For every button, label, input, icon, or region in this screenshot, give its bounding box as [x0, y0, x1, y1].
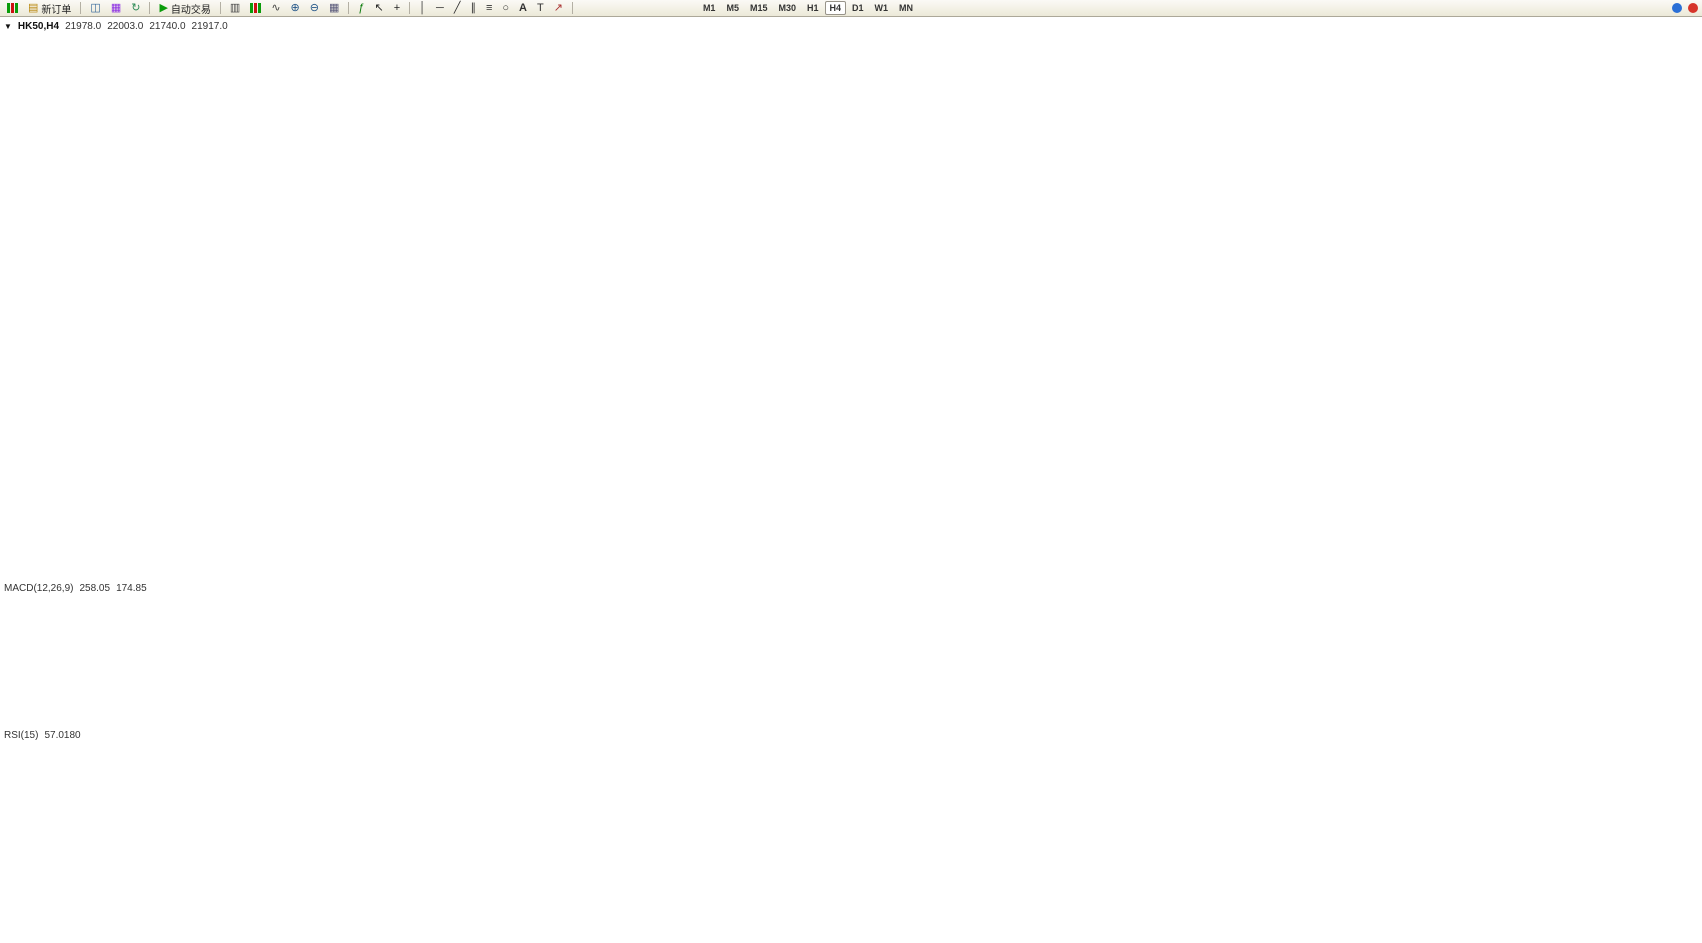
- cursor-icon: ↖: [374, 2, 384, 14]
- macd-panel-title: MACD(12,26,9) 258.05 174.85: [4, 583, 147, 594]
- auto-trading-button[interactable]: ▶ 自动交易: [155, 0, 214, 17]
- bar-chart-icon: ▥: [229, 2, 241, 14]
- toolbar-separator: [571, 2, 573, 14]
- candlestick-chart-icon: [250, 3, 262, 13]
- shapes-button[interactable]: ○: [498, 0, 513, 17]
- toolbar-corner-icons: [1672, 3, 1698, 13]
- candlestick-chart-button[interactable]: [246, 0, 265, 17]
- line-chart-button[interactable]: ∿: [267, 0, 284, 17]
- profiles-button[interactable]: ▦: [107, 0, 125, 17]
- close-value: 21917.0: [191, 21, 228, 32]
- new-order-button[interactable]: ▤ 新订单: [24, 0, 75, 17]
- low-value: 21740.0: [149, 21, 186, 32]
- timeframe-button-h4[interactable]: H4: [824, 1, 847, 15]
- crosshair-button[interactable]: +: [390, 0, 404, 17]
- timeframe-button-m5[interactable]: M5: [726, 3, 739, 13]
- toolbar-separator: [149, 2, 151, 14]
- chart-canvas[interactable]: [0, 16, 1702, 943]
- macd-label: MACD(12,26,9): [4, 583, 74, 594]
- new-chart-icon: [7, 3, 18, 13]
- trendline-icon: ╱: [453, 2, 461, 14]
- timeframe-button-h1[interactable]: H1: [807, 3, 819, 13]
- timeframe-button-m30[interactable]: M30: [778, 3, 796, 13]
- zoom-out-button[interactable]: ⊖: [306, 0, 323, 17]
- high-value: 22003.0: [107, 21, 144, 32]
- rsi-label: RSI(15): [4, 730, 39, 741]
- charts-window-button[interactable]: ◫: [86, 0, 104, 17]
- chart-header: ▼ HK50,H4 21978.0 22003.0 21740.0 21917.…: [4, 21, 228, 32]
- text-button[interactable]: A: [515, 0, 531, 17]
- channel-button[interactable]: ∥: [466, 0, 480, 17]
- line-chart-icon: ∿: [271, 2, 281, 14]
- arrows-button[interactable]: ↗: [550, 0, 567, 17]
- fibonacci-button[interactable]: ≡: [482, 0, 496, 17]
- macd-signal-value: 174.85: [116, 583, 147, 594]
- toolbar-separator: [80, 2, 82, 14]
- indicators-button[interactable]: ƒ: [354, 0, 368, 17]
- vertical-line-icon: │: [419, 2, 427, 14]
- zoom-in-icon: ⊕: [290, 2, 300, 14]
- alert-icon[interactable]: [1688, 3, 1698, 13]
- new-order-icon: ▤: [28, 2, 39, 14]
- channel-icon: ∥: [470, 2, 476, 14]
- timeframe-button-mn[interactable]: MN: [899, 3, 914, 13]
- toolbar-separator: [409, 2, 411, 14]
- text-label-button[interactable]: T: [533, 0, 548, 17]
- vertical-line-button[interactable]: │: [415, 0, 430, 17]
- tile-windows-icon: ▦: [328, 2, 340, 14]
- symbol-period-label: HK50,H4: [17, 21, 60, 32]
- auto-trading-label: 自动交易: [170, 4, 211, 16]
- arrow-icon: ↗: [553, 2, 563, 14]
- toolbar-separator: [348, 2, 350, 14]
- open-value: 21978.0: [65, 21, 102, 32]
- zoom-out-icon: ⊖: [309, 2, 319, 14]
- horizontal-line-icon: ─: [436, 2, 444, 14]
- refresh-icon: ↻: [131, 2, 141, 14]
- rsi-panel-title: RSI(15) 57.0180: [4, 730, 81, 741]
- profiles-icon: ▦: [110, 2, 122, 14]
- zoom-in-button[interactable]: ⊕: [287, 0, 304, 17]
- cursor-button[interactable]: ↖: [371, 0, 388, 17]
- fibonacci-icon: ≡: [485, 2, 493, 14]
- chevron-down-icon: ▼: [4, 22, 12, 31]
- timeframe-button-m15[interactable]: M15: [749, 3, 768, 13]
- text-icon: A: [519, 2, 527, 14]
- timeframe-button-m1[interactable]: M1: [702, 3, 716, 13]
- timeframe-button-d1[interactable]: D1: [852, 3, 864, 13]
- search-icon[interactable]: [1672, 3, 1682, 13]
- trendline-button[interactable]: ╱: [450, 0, 465, 17]
- auto-trading-icon: ▶: [159, 2, 168, 14]
- window-icon: ◫: [90, 2, 101, 14]
- horizontal-line-button[interactable]: ─: [432, 0, 448, 17]
- timeframe-toolbar: M1 M5 M15 M30 H1 H4 D1 W1 MN: [698, 1, 918, 15]
- macd-main-value: 258.05: [79, 583, 111, 594]
- toolbar: ▤ 新订单 ◫ ▦ ↻ ▶ 自动交易 ▥ ∿ ⊕ ⊖ ▦ ƒ ↖ + │ ─ ╱…: [0, 0, 1702, 17]
- crosshair-icon: +: [393, 2, 401, 14]
- rsi-value: 57.0180: [44, 730, 81, 741]
- ellipse-icon: ○: [502, 2, 510, 14]
- indicators-icon: ƒ: [358, 2, 365, 14]
- refresh-button[interactable]: ↻: [127, 0, 144, 17]
- new-order-label: 新订单: [41, 4, 72, 16]
- tile-windows-button[interactable]: ▦: [325, 0, 343, 17]
- toolbar-separator: [219, 2, 221, 14]
- label-icon: T: [536, 2, 544, 14]
- new-chart-button[interactable]: [3, 0, 22, 17]
- bar-chart-button[interactable]: ▥: [226, 0, 244, 17]
- timeframe-button-w1[interactable]: W1: [874, 3, 889, 13]
